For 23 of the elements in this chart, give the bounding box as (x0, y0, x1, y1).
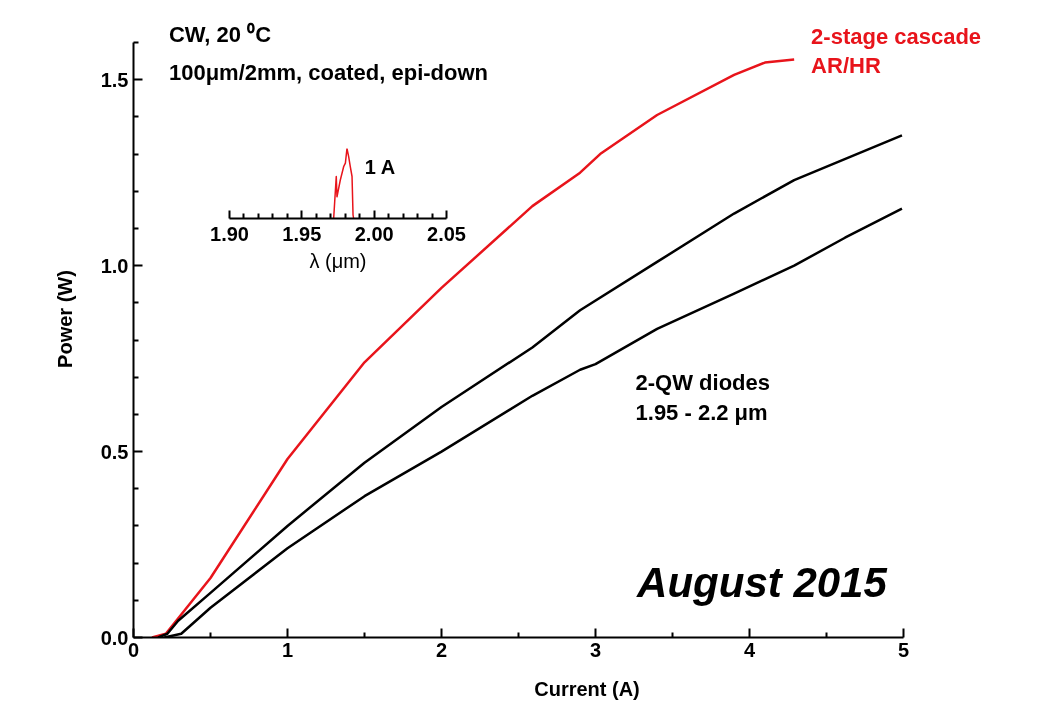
y-tick-label: 1.0 (100, 254, 129, 277)
x-tick-label: 2.00 (354, 222, 394, 245)
y-tick-label: 0.0 (100, 626, 129, 649)
x-tick-label: 1.95 (282, 222, 322, 245)
annotation: 100μm/2mm, coated, epi-down (168, 60, 489, 86)
series-label: 2-stage cascade AR/HR (811, 23, 982, 78)
annotation: 1 A (364, 155, 396, 178)
annotation: August 2015 (636, 559, 888, 607)
y-tick-label: 1.5 (100, 68, 129, 91)
x-tick-label: 0 (127, 638, 140, 661)
x-axis-title: Current (A) (534, 677, 640, 700)
x-tick-label: 3 (589, 638, 602, 661)
x-axis-title: λ (μm) (309, 249, 367, 272)
x-tick-label: 1 (281, 638, 294, 661)
y-tick-label: 0.5 (100, 440, 129, 463)
x-tick-label: 4 (743, 638, 756, 661)
y-axis-title: Power (W) (53, 270, 76, 368)
annotation: 2-QW diodes 1.95 - 2.2 μm (635, 369, 770, 425)
x-tick-label: 2 (435, 638, 448, 661)
x-tick-label: 2.05 (427, 222, 466, 245)
x-tick-label: 5 (897, 638, 910, 661)
annotation: CW, 20 ⁰C (168, 22, 272, 48)
x-tick-label: 1.90 (210, 222, 249, 245)
